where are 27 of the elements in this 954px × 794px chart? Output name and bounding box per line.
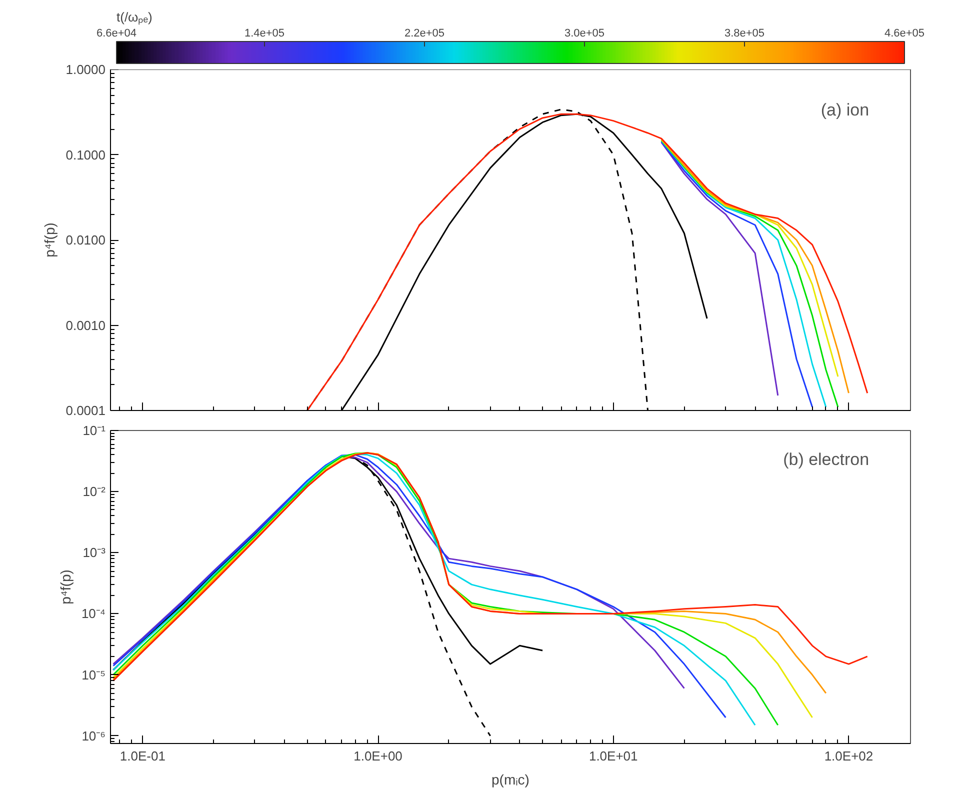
x-tick-label: 1.0E-01: [120, 748, 166, 764]
y-tick-label: 10⁻¹: [82, 423, 106, 438]
y-tick-label: 10⁻⁵: [82, 667, 106, 682]
y-tick-label: 0.0001: [66, 403, 106, 418]
y-tick-label: 10⁻⁴: [81, 606, 106, 622]
x-tick-label: 1.0E+01: [588, 748, 638, 764]
color-bar-label: 1.4e+05: [244, 28, 285, 40]
y-tick-label: 0.1000: [66, 147, 106, 162]
color-bar-title: t(/ωₚₑ): [116, 10, 152, 26]
y-tick-label: 10⁻²: [82, 484, 106, 500]
y-tick-label: 10⁻⁶: [82, 728, 106, 744]
color-bar-label: 6.6e+04: [96, 28, 137, 40]
annotation: (b) electron: [783, 450, 870, 470]
y-axis-title: p⁴f(p): [42, 222, 58, 258]
y-tick-label: 10⁻³: [82, 545, 106, 560]
color-bar-label: 4.6e+05: [884, 28, 925, 40]
x-tick-label: 1.0E+00: [354, 748, 402, 764]
color-bar-label: 3.0e+05: [564, 28, 605, 40]
color-bar-label: 3.8e+05: [724, 28, 765, 40]
y-tick-label: 0.0010: [66, 318, 106, 333]
y-tick-label: 1.0000: [66, 62, 106, 77]
x-axis-title: p(mᵢc): [492, 772, 530, 788]
y-tick-label: 0.0100: [66, 232, 106, 248]
y-axis-title: p⁴f(p): [57, 570, 74, 604]
annotation: (a) ion: [820, 100, 870, 120]
x-tick-label: 1.0E+02: [824, 748, 874, 764]
color-bar-label: 2.2e+05: [404, 28, 445, 40]
